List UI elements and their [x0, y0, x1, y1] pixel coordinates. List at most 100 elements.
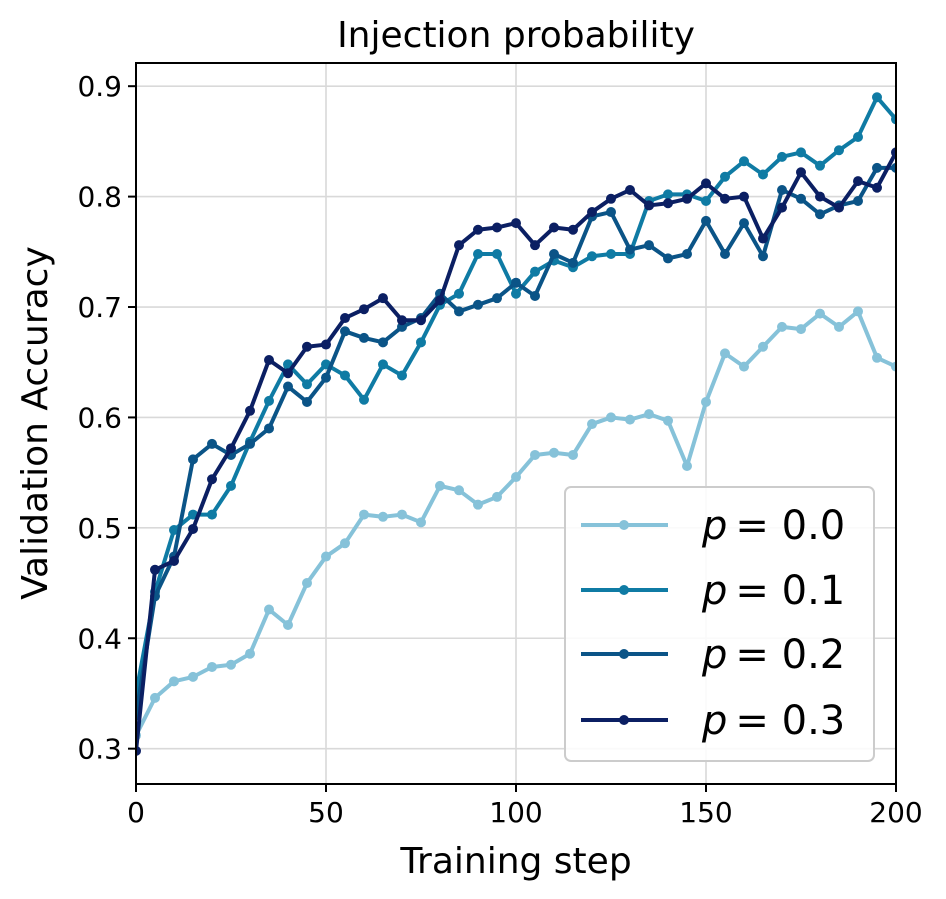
data-point — [758, 169, 768, 180]
data-point — [568, 449, 578, 460]
y-tick-label: 0.7 — [77, 291, 122, 324]
legend-value: = 0.3 — [735, 698, 845, 744]
data-point — [454, 485, 464, 496]
data-point — [207, 509, 217, 520]
data-point — [644, 240, 654, 251]
x-axis: 0 50 100 150 200 — [127, 784, 923, 829]
data-point — [530, 266, 540, 277]
data-point — [777, 202, 787, 213]
data-point — [872, 92, 882, 103]
data-point — [720, 348, 730, 359]
data-point — [264, 355, 274, 366]
data-point — [796, 167, 806, 178]
legend-swatch-marker — [619, 520, 629, 530]
plot-area — [136, 92, 896, 756]
data-point — [473, 224, 483, 235]
data-point — [815, 308, 825, 319]
data-point — [169, 555, 179, 566]
y-tick-label: 0.8 — [77, 181, 122, 214]
data-point — [454, 288, 464, 299]
data-point — [340, 370, 350, 381]
data-point — [302, 396, 312, 407]
data-point — [492, 293, 502, 304]
chart-title: Injection probability — [337, 15, 695, 56]
legend-variable: p — [701, 568, 727, 614]
legend-swatch-marker — [619, 585, 629, 595]
data-point — [587, 207, 597, 218]
data-point — [663, 253, 673, 264]
data-point — [891, 114, 896, 125]
data-point — [226, 659, 236, 670]
data-point — [872, 182, 882, 193]
data-point — [435, 480, 445, 491]
data-point — [796, 324, 806, 335]
legend-variable: p — [701, 503, 727, 549]
data-point — [264, 423, 274, 434]
data-point — [758, 341, 768, 352]
data-point — [834, 321, 844, 332]
data-point — [568, 224, 578, 235]
data-point — [511, 218, 521, 229]
data-point — [473, 249, 483, 260]
data-point — [378, 359, 388, 370]
data-point — [663, 415, 673, 426]
data-point — [663, 198, 673, 209]
data-point — [568, 257, 578, 268]
data-point — [606, 193, 616, 204]
x-tick-label: 50 — [308, 796, 344, 829]
y-tick-label: 0.9 — [77, 70, 122, 103]
data-point — [872, 162, 882, 173]
data-point — [834, 145, 844, 156]
data-point — [796, 147, 806, 158]
data-point — [397, 370, 407, 381]
data-point — [416, 315, 426, 326]
legend-variable: p — [701, 698, 727, 744]
data-point — [777, 184, 787, 195]
data-point — [378, 511, 388, 522]
legend-label: p = 0.2 — [701, 632, 845, 678]
data-point — [644, 200, 654, 211]
data-point — [378, 293, 388, 304]
x-tick-label: 100 — [489, 796, 542, 829]
data-point — [739, 191, 749, 202]
x-tick-label: 200 — [869, 796, 922, 829]
data-point — [207, 438, 217, 449]
data-point — [891, 147, 896, 158]
data-point — [758, 251, 768, 262]
y-tick-label: 0.4 — [77, 622, 122, 655]
x-axis-label: Training step — [399, 841, 631, 882]
legend-label: p = 0.1 — [701, 568, 845, 614]
data-point — [188, 454, 198, 465]
legend-variable: p — [701, 632, 727, 678]
data-point — [321, 372, 331, 383]
data-point — [188, 523, 198, 534]
data-point — [169, 676, 179, 687]
x-tick-label: 150 — [679, 796, 732, 829]
data-point — [454, 240, 464, 251]
data-point — [226, 480, 236, 491]
data-point — [891, 361, 896, 372]
data-point — [530, 449, 540, 460]
data-point — [283, 381, 293, 392]
legend: p = 0.0p = 0.1p = 0.2p = 0.3 — [564, 486, 875, 762]
data-point — [606, 249, 616, 260]
data-point — [454, 306, 464, 317]
data-point — [606, 207, 616, 218]
data-point — [701, 196, 711, 207]
legend-label: p = 0.0 — [701, 503, 845, 549]
data-point — [720, 249, 730, 260]
legend-label: p = 0.3 — [701, 698, 845, 744]
data-point — [359, 304, 369, 315]
data-point — [511, 288, 521, 299]
data-point — [245, 438, 255, 449]
data-point — [492, 222, 502, 233]
data-point — [226, 443, 236, 454]
data-point — [150, 564, 160, 575]
data-point — [397, 509, 407, 520]
legend-item: p = 0.2 — [581, 632, 845, 678]
data-point — [416, 337, 426, 348]
data-point — [853, 176, 863, 187]
data-point — [207, 661, 217, 672]
y-axis-label: Validation Accuracy — [15, 246, 56, 600]
